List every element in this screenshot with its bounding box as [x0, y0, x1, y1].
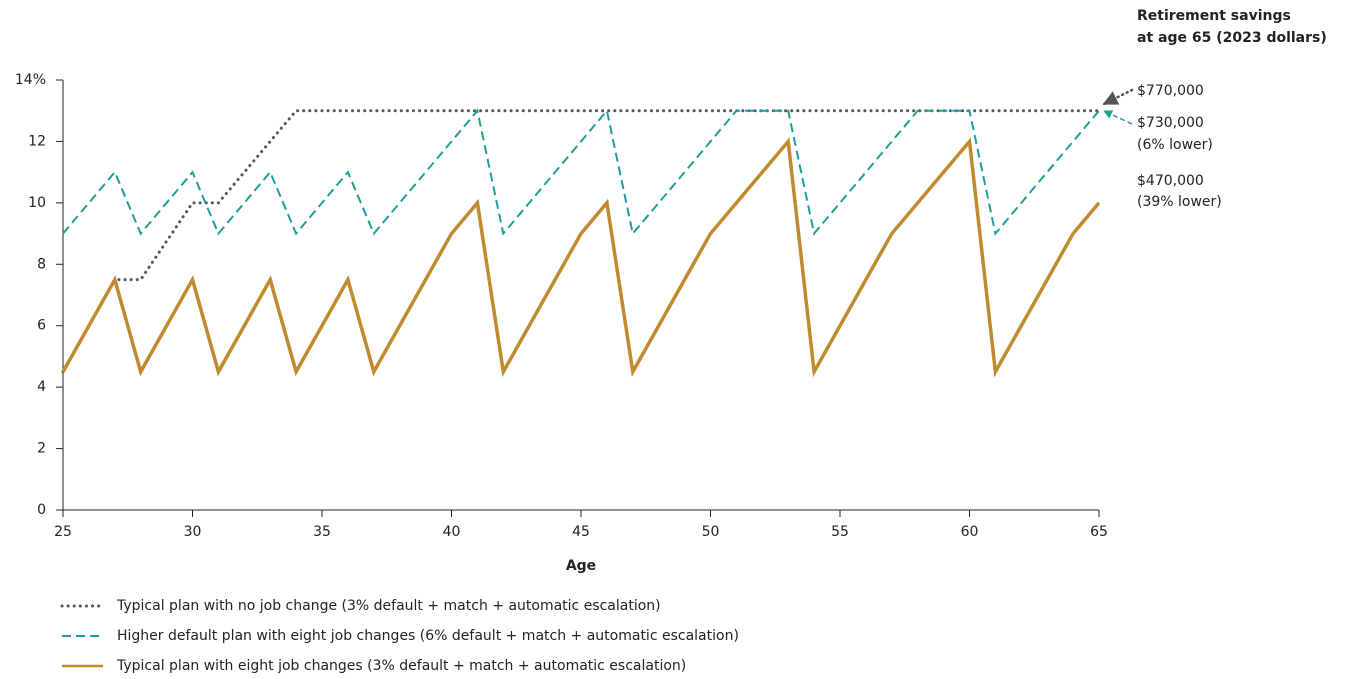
y-tick-label: 10 — [28, 195, 46, 211]
y-tick-label: 14% — [15, 72, 46, 88]
y-tick-label: 4 — [37, 379, 46, 395]
annotation-arrow — [1103, 110, 1133, 125]
x-tick-label: 60 — [961, 524, 979, 540]
y-tick-label: 6 — [37, 318, 46, 334]
end-label: $730,000 — [1137, 115, 1204, 131]
series-line — [61, 109, 1101, 374]
end-label: (6% lower) — [1137, 137, 1213, 153]
series-line — [61, 137, 1101, 378]
end-label: (39% lower) — [1137, 194, 1222, 210]
y-tick-label: 12 — [28, 133, 46, 149]
end-label: $770,000 — [1137, 83, 1204, 99]
x-tick-label: 35 — [313, 524, 331, 540]
series-line — [62, 108, 1100, 236]
legend-label: Higher default plan with eight job chang… — [117, 628, 739, 644]
side-title: at age 65 (2023 dollars) — [1137, 30, 1327, 46]
x-tick-label: 45 — [572, 524, 590, 540]
x-tick-label: 25 — [54, 524, 72, 540]
end-label: $470,000 — [1137, 173, 1204, 189]
y-tick-label: 2 — [37, 441, 46, 457]
x-tick-label: 50 — [702, 524, 720, 540]
y-tick-label: 0 — [37, 502, 46, 518]
x-tick-label: 55 — [831, 524, 849, 540]
x-tick-label: 65 — [1090, 524, 1108, 540]
y-tick-label: 8 — [37, 256, 46, 272]
x-tick-label: 30 — [184, 524, 202, 540]
legend-label: Typical plan with no job change (3% defa… — [116, 598, 661, 614]
annotation-arrow — [1102, 88, 1134, 106]
legend-label: Typical plan with eight job changes (3% … — [116, 658, 686, 674]
x-tick-label: 40 — [443, 524, 461, 540]
side-title: Retirement savings — [1137, 8, 1291, 24]
x-axis-label: Age — [566, 558, 596, 574]
